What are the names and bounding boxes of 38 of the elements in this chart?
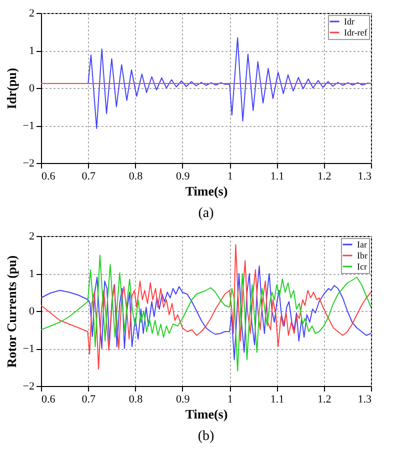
x-tick-label: 1.2 [317,394,332,406]
x-tick-label: 0.7 [82,170,96,182]
x-tick-label: 0.8 [128,170,144,182]
y-tick-label: 1 [29,268,34,280]
x-axis-title: Time(s) [185,406,228,422]
x-tick-label: 0.6 [42,170,56,182]
x-tick-label: 0.7 [82,394,96,406]
legend-label: Idr-ref [344,28,368,38]
legend-label: Icr [357,262,367,272]
y-tick-label: −1 [22,343,34,355]
x-tick-label: 0.9 [176,394,190,406]
x-tick-label: 1.1 [270,394,284,406]
y-tick-label: 0 [29,82,35,94]
line-series [41,266,371,360]
text: (a) [198,206,214,221]
y-axis-title: Idr(pu) [4,68,19,110]
x-tick-label: 0.6 [42,394,56,406]
y-tick-label: 1 [29,45,34,57]
y-tick-label: 2 [29,8,34,20]
y-axis-title: Rotor Currents (pu) [4,255,19,368]
x-tick-label: 0.9 [176,170,190,182]
x-tick-label: 1.3 [358,394,372,406]
x-tick-label: 1.2 [317,170,332,182]
y-tick-label: −2 [22,158,34,170]
legend-label: Idr [344,16,354,26]
text: (b) [198,429,214,444]
x-tick-label: 1.1 [270,170,284,182]
y-tick-label: −2 [22,380,34,392]
x-tick-label: 1 [227,170,233,182]
x-tick-label: 0.8 [128,394,144,406]
legend-label: Iar [357,240,367,250]
x-axis-title: Time(s) [185,184,228,198]
y-tick-label: 2 [29,230,34,242]
y-tick-label: −1 [22,120,34,132]
legend-label: Ibr [357,250,368,260]
x-tick-label: 1.3 [358,170,372,182]
x-tick-label: 1 [227,394,233,406]
y-tick-label: 0 [29,306,35,318]
